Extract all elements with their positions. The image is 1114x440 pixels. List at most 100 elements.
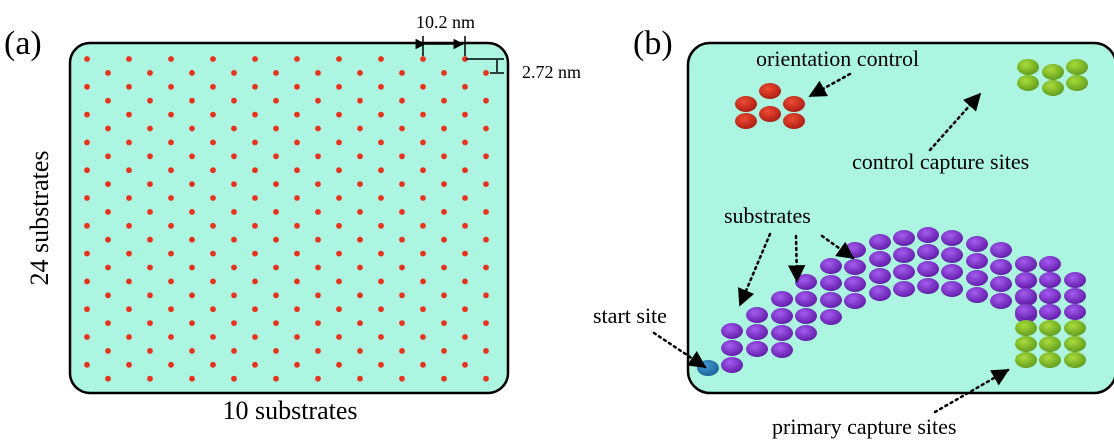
- substrate-dot: [189, 153, 195, 160]
- tile-arrangement: [697, 59, 1088, 376]
- substrate-dot: [462, 111, 468, 118]
- substrate-dot: [231, 236, 237, 243]
- substrate-dot: [147, 153, 153, 160]
- primary-capture-tile: [1015, 352, 1037, 368]
- substrate-dot: [210, 334, 216, 340]
- substrate-dot: [168, 306, 174, 313]
- substrate-dot: [105, 320, 111, 326]
- substrate-dot: [147, 97, 153, 104]
- substrate-dot: [420, 361, 426, 368]
- substrate-dot: [420, 222, 426, 229]
- substrate-dot: [462, 139, 468, 146]
- substrate-dot: [357, 70, 363, 76]
- substrate-dot: [357, 375, 363, 382]
- substrate-tile: [941, 264, 963, 280]
- substrate-dot: [441, 181, 447, 188]
- substrate-dot: [231, 292, 237, 299]
- panel-b: (b) orientation control control capture …: [593, 25, 1114, 439]
- substrate-dot: [231, 97, 237, 104]
- substrate-dot: [84, 250, 90, 257]
- substrate-dot: [273, 375, 279, 382]
- substrate-dot: [357, 97, 363, 104]
- substrates-arrow-1: [738, 232, 772, 307]
- substrate-dot: [210, 306, 216, 313]
- substrate-tile: [746, 307, 768, 323]
- start-site-label: start site: [593, 303, 667, 328]
- substrate-tile: [966, 236, 988, 252]
- substrate-dot: [420, 195, 426, 201]
- substrate-dot: [462, 167, 468, 174]
- substrate-dot: [294, 167, 300, 174]
- control-capture-tile: [1017, 59, 1039, 75]
- substrate-tile: [1064, 304, 1086, 320]
- substrate-dot: [84, 222, 90, 229]
- substrate-tile: [820, 292, 842, 308]
- substrate-dot: [483, 181, 489, 188]
- substrate-dot: [399, 153, 405, 160]
- orientation-control-tile: [783, 96, 805, 112]
- substrate-dot: [336, 111, 342, 118]
- substrate-tile: [917, 227, 939, 243]
- substrate-dot: [294, 83, 300, 90]
- substrate-dot: [126, 361, 132, 368]
- substrate-dot: [147, 348, 153, 354]
- substrate-dot: [462, 334, 468, 340]
- orientation-control-tile: [759, 83, 781, 99]
- substrate-tile: [1039, 304, 1061, 320]
- substrate-dot: [378, 83, 384, 90]
- substrate-dot: [315, 181, 321, 188]
- substrate-dot-grid: [84, 56, 489, 382]
- substrate-tile: [966, 270, 988, 286]
- orientation-control-tile: [759, 106, 781, 122]
- start-site-arrow: [652, 331, 707, 369]
- substrate-dot: [483, 125, 489, 132]
- substrate-dot: [378, 139, 384, 146]
- control-capture-tile: [1066, 59, 1088, 75]
- substrate-dot: [252, 278, 258, 285]
- substrate-dot: [315, 375, 321, 382]
- primary-capture-tile: [1064, 352, 1086, 368]
- orientation-control-label: orientation control: [756, 46, 919, 71]
- substrate-tile: [990, 242, 1012, 258]
- substrate-tile: [1039, 272, 1061, 288]
- primary-capture-sites-arrow: [933, 368, 1010, 414]
- substrate-dot: [378, 306, 384, 313]
- substrate-dot: [273, 209, 279, 215]
- substrate-dot: [357, 209, 363, 215]
- substrate-dot: [294, 361, 300, 368]
- substrate-dot: [210, 250, 216, 257]
- substrate-dot: [168, 111, 174, 118]
- substrate-dot: [399, 375, 405, 382]
- substrate-dot: [483, 320, 489, 326]
- substrate-dot: [210, 56, 216, 62]
- substrate-dot: [273, 348, 279, 354]
- substrate-dot: [294, 195, 300, 201]
- substrate-tile: [795, 325, 817, 341]
- substrate-dot: [168, 167, 174, 174]
- substrate-tile: [795, 291, 817, 307]
- substrate-dot: [378, 111, 384, 118]
- substrate-dot: [441, 348, 447, 354]
- substrate-dot: [378, 250, 384, 257]
- substrate-dot: [483, 97, 489, 104]
- substrate-dot: [378, 167, 384, 174]
- substrate-dot: [189, 375, 195, 382]
- substrate-dot: [126, 250, 132, 257]
- substrate-dot: [294, 111, 300, 118]
- substrate-dot: [147, 375, 153, 382]
- orientation-control-tile: [783, 113, 805, 129]
- substrate-dot: [252, 167, 258, 174]
- substrate-dot: [336, 278, 342, 285]
- substrate-dot: [126, 111, 132, 118]
- substrate-dot: [294, 222, 300, 229]
- substrate-dot: [294, 278, 300, 285]
- substrate-dot: [378, 56, 384, 62]
- substrate-dot: [357, 348, 363, 354]
- substrate-tile: [1015, 256, 1037, 272]
- substrate-dot: [420, 306, 426, 313]
- substrate-tile: [721, 357, 743, 373]
- orientation-control-arrow: [808, 72, 852, 98]
- substrate-dot: [315, 125, 321, 132]
- substrate-dot: [315, 209, 321, 215]
- substrate-dot: [399, 125, 405, 132]
